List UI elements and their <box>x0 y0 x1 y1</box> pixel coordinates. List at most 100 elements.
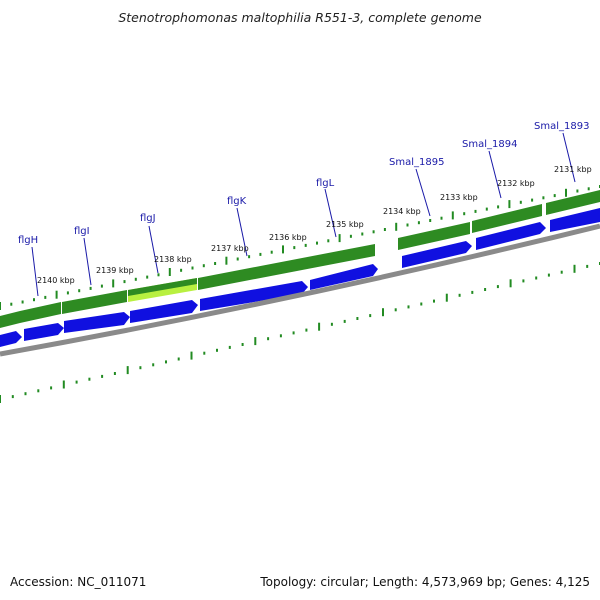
major-tick <box>451 211 454 220</box>
map-title: Stenotrophomonas maltophilia R551-3, com… <box>118 10 482 25</box>
scale-label: 2134 kbp <box>383 207 421 216</box>
minor-tick <box>203 351 206 355</box>
minor-tick <box>433 299 435 303</box>
major-tick <box>168 268 171 276</box>
minor-tick <box>202 264 205 268</box>
major-tick <box>254 337 257 346</box>
gene-track <box>0 190 600 328</box>
minor-tick <box>267 337 270 341</box>
minor-tick <box>228 345 231 349</box>
major-tick <box>338 234 341 243</box>
minor-tick <box>10 302 13 306</box>
scale-label: 2140 kbp <box>37 276 75 285</box>
gene-block[interactable] <box>398 222 470 250</box>
minor-tick <box>134 277 137 281</box>
minor-tick <box>165 360 167 364</box>
minor-tick <box>330 322 333 326</box>
genome-backbone <box>0 223 600 357</box>
minor-tick <box>279 334 282 338</box>
gene-block[interactable] <box>128 278 197 296</box>
gene-block[interactable] <box>472 204 542 233</box>
gene-block[interactable] <box>20 302 61 323</box>
major-tick <box>225 256 228 265</box>
gene-label-flgK[interactable]: flgK <box>227 196 247 207</box>
major-tick <box>112 279 115 288</box>
cds-arrow[interactable] <box>550 208 600 232</box>
gene-label-smal1894[interactable]: Smal_1894 <box>462 139 517 150</box>
cds-arrow[interactable] <box>402 241 472 268</box>
minor-tick <box>236 257 239 261</box>
minor-tick <box>372 230 375 234</box>
minor-tick <box>356 317 359 320</box>
minor-tick <box>304 243 307 247</box>
cds-arrow[interactable] <box>310 264 378 290</box>
minor-tick <box>100 284 103 288</box>
minor-tick <box>241 343 244 346</box>
gene-block[interactable] <box>62 290 127 314</box>
scale-label: 2138 kbp <box>154 255 192 264</box>
scale-label: 2131 kbp <box>554 165 592 174</box>
minor-tick <box>547 273 550 277</box>
scale-label: 2133 kbp <box>440 193 478 202</box>
minor-tick <box>522 279 525 283</box>
major-tick <box>509 279 512 288</box>
gene-label-leaders <box>31 132 576 297</box>
minor-tick <box>349 234 352 238</box>
cds-arrow[interactable] <box>200 281 308 311</box>
minor-tick <box>152 363 155 367</box>
minor-tick <box>484 288 487 291</box>
minor-tick <box>78 289 81 293</box>
major-tick <box>0 395 1 403</box>
minor-tick <box>343 319 346 323</box>
minor-tick <box>305 328 308 332</box>
gene-label-flgH[interactable]: flgH <box>18 235 38 246</box>
minor-tick <box>519 200 522 204</box>
gene-block[interactable] <box>0 311 20 328</box>
minor-tick <box>146 275 149 279</box>
minor-tick <box>259 252 262 256</box>
major-tick <box>573 264 576 273</box>
gene-block[interactable] <box>198 244 375 290</box>
gene-block[interactable] <box>546 190 600 215</box>
major-tick <box>565 188 567 197</box>
minor-tick <box>553 194 556 198</box>
minor-tick <box>88 377 91 381</box>
minor-tick <box>383 228 386 231</box>
gene-label-flgL[interactable]: flgL <box>316 178 335 189</box>
minor-tick <box>37 389 40 393</box>
cds-track <box>0 208 600 347</box>
minor-tick <box>471 290 474 294</box>
minor-tick <box>369 314 372 318</box>
minor-tick <box>123 280 126 284</box>
gene-label-smal1893[interactable]: Smal_1893 <box>534 121 589 132</box>
inner-tick-ring <box>0 262 600 403</box>
minor-tick <box>270 250 273 254</box>
minor-tick <box>463 212 466 216</box>
scale-labels: 2140 kbp 2139 kbp 2138 kbp 2137 kbp 2136… <box>37 165 592 285</box>
major-tick <box>190 351 193 360</box>
cds-arrow[interactable] <box>64 312 130 333</box>
gene-labels: flgH flgI flgJ flgK flgL Smal_1895 Smal_… <box>18 121 589 246</box>
minor-tick <box>248 255 251 259</box>
minor-tick <box>216 348 218 352</box>
cds-arrow[interactable] <box>24 323 64 341</box>
minor-tick <box>361 232 364 236</box>
major-tick <box>395 222 398 231</box>
minor-tick <box>576 189 579 193</box>
minor-tick <box>535 276 538 280</box>
minor-tick <box>440 216 443 220</box>
minor-tick <box>113 372 116 375</box>
minor-tick <box>33 298 35 302</box>
cds-arrow[interactable] <box>130 300 198 323</box>
major-tick <box>445 293 448 302</box>
minor-tick <box>11 395 14 399</box>
minor-tick <box>66 291 69 295</box>
minor-tick <box>157 273 160 277</box>
gene-label-flgI[interactable]: flgI <box>74 226 90 237</box>
minor-tick <box>316 241 318 245</box>
gene-label-flgJ[interactable]: flgJ <box>140 213 156 224</box>
major-tick <box>508 200 511 209</box>
cds-arrow[interactable] <box>476 222 546 250</box>
gene-label-smal1895[interactable]: Smal_1895 <box>389 157 444 168</box>
cds-arrow[interactable] <box>0 331 22 347</box>
